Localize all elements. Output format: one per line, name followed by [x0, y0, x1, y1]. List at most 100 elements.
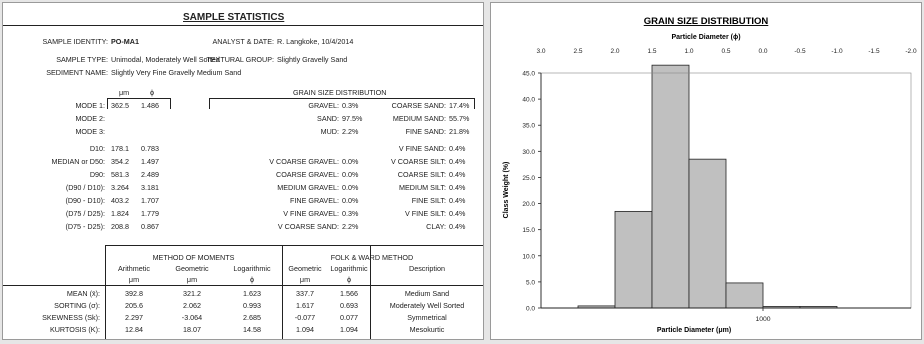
dist-b-value: 0.4% [449, 222, 466, 231]
top-tick-label: 3.0 [536, 48, 545, 55]
moment-cell: -3.064 [181, 313, 203, 322]
moment-cell: 0.077 [340, 313, 358, 322]
folk-ward-title: FOLK & WARD METHOD [330, 253, 414, 262]
moment-cell: 0.693 [340, 301, 358, 310]
histogram-bar [725, 282, 764, 309]
moment-cell: 337.7 [296, 289, 314, 298]
top-tick-label: -2.0 [905, 48, 917, 55]
methods-desc-border [370, 245, 371, 339]
sediment-name-label: SEDIMENT NAME: [46, 68, 108, 77]
top-tick-label: 1.0 [684, 48, 693, 55]
dist-b-label: FINE SAND: [405, 127, 446, 136]
dist-a-value: 0.0% [342, 170, 359, 179]
moment-description: Moderately Well Sorted [389, 301, 465, 310]
dist-b-label: CLAY: [426, 222, 446, 231]
units-underline [107, 98, 171, 99]
top-tick-label: -1.5 [868, 48, 880, 55]
left-row-um: 581.3 [111, 170, 129, 179]
distribution-right-tick [474, 98, 475, 109]
analyst-value: R. Langkoke, 10/4/2014 [277, 37, 354, 46]
textural-group-value: Slightly Gravelly Sand [277, 55, 348, 64]
dist-b-value: 0.4% [449, 196, 466, 205]
moment-cell: 392.8 [125, 289, 143, 298]
dist-a-value: 97.5% [342, 114, 363, 123]
left-row-um: 403.2 [111, 196, 129, 205]
moment-row-label: SORTING (σ): [54, 301, 100, 310]
col-unit: ϕ [346, 275, 352, 284]
left-row-label: D90: [89, 170, 105, 179]
dist-a-label: V COARSE GRAVEL: [269, 157, 339, 166]
dist-a-label: GRAVEL: [308, 101, 339, 110]
moment-description: Mesokurtic [409, 325, 445, 334]
dist-b-label: MEDIUM SILT: [399, 183, 446, 192]
top-tick-label: -0.5 [794, 48, 806, 55]
left-row-label: (D75 / D25): [65, 209, 105, 218]
col-unit: μm [128, 275, 140, 284]
dist-a-value: 0.0% [342, 183, 359, 192]
left-row-phi: 3.181 [141, 183, 159, 192]
left-row-phi: 1.707 [141, 196, 159, 205]
left-row-label: (D90 - D10): [65, 196, 105, 205]
dist-a-label: FINE GRAVEL: [290, 196, 339, 205]
histogram-bar [614, 210, 653, 309]
left-row-phi: 2.489 [141, 170, 159, 179]
y-tick-label: 20.0 [522, 201, 535, 208]
dist-a-value: 0.3% [342, 101, 359, 110]
methods-mid-border [282, 245, 283, 339]
dist-a-label: COARSE GRAVEL: [276, 170, 339, 179]
histogram-bar [651, 64, 690, 309]
sample-statistics-panel: SAMPLE STATISTICS SAMPLE IDENTITY: PO-MA… [2, 2, 484, 340]
left-row-label: MEDIAN or D50: [51, 157, 105, 166]
sample-type-label: SAMPLE TYPE: [56, 55, 108, 64]
moment-cell: 205.6 [125, 301, 143, 310]
unit-phi-header: ϕ [150, 88, 155, 97]
dist-a-label: V FINE GRAVEL: [283, 209, 339, 218]
top-tick-label: 1.5 [647, 48, 656, 55]
dist-a-value: 2.2% [342, 127, 359, 136]
moment-row-label: MEAN (x̄): [66, 289, 100, 298]
left-row-label: (D75 - D25): [65, 222, 105, 231]
y-tick-label: 15.0 [522, 227, 535, 234]
dist-a-label: MUD: [320, 127, 339, 136]
chart-title: GRAIN SIZE DISTRIBUTION [644, 16, 769, 27]
dist-a-value: 0.3% [342, 209, 359, 218]
y-tick-label: 10.0 [522, 253, 535, 260]
sediment-name-value: Slightly Very Fine Gravelly Medium Sand [111, 68, 242, 77]
dist-b-value: 0.4% [449, 183, 466, 192]
moment-cell: 0.993 [243, 301, 261, 310]
dist-a-value: 0.0% [342, 196, 359, 205]
units-right-tick [170, 98, 171, 109]
sample-type-value: Unimodal, Moderately Well Sorted [111, 55, 220, 64]
dist-a-label: V COARSE SAND: [277, 222, 339, 231]
col-header: Geometric [288, 264, 322, 273]
moment-cell: 2.297 [125, 313, 143, 322]
moment-cell: 2.685 [243, 313, 261, 322]
analyst-label: ANALYST & DATE: [212, 37, 274, 46]
left-row-um: 3.264 [111, 183, 129, 192]
left-row-um: 362.5 [111, 101, 129, 110]
top-tick-label: 0.5 [721, 48, 730, 55]
y-tick-label: 45.0 [522, 71, 535, 78]
col-header: Description [409, 264, 445, 273]
col-unit: μm [186, 275, 198, 284]
dist-b-value: 0.4% [449, 170, 466, 179]
col-header: Geometric [175, 264, 209, 273]
moment-description: Symmetrical [407, 313, 447, 322]
moment-cell: 14.58 [243, 325, 261, 334]
left-row-label: D10: [89, 144, 105, 153]
col-header: Arithmetic [118, 264, 150, 273]
grain-size-histogram: GRAIN SIZE DISTRIBUTION Particle Diamete… [503, 16, 917, 334]
moment-description: Medium Sand [404, 289, 450, 298]
y-tick-label: 25.0 [522, 175, 535, 182]
moment-cell: 1.094 [296, 325, 314, 334]
distribution-underline [209, 98, 475, 99]
methods-header-border [3, 285, 483, 286]
left-row-label: MODE 3: [75, 127, 105, 136]
y-tick-label: 0.0 [526, 306, 535, 313]
left-row-um: 208.8 [111, 222, 129, 231]
dist-a-value: 2.2% [342, 222, 359, 231]
top-tick-label: 2.0 [610, 48, 619, 55]
title-divider [3, 25, 483, 26]
dist-b-label: FINE SILT: [411, 196, 446, 205]
y-tick-label: 40.0 [522, 97, 535, 104]
